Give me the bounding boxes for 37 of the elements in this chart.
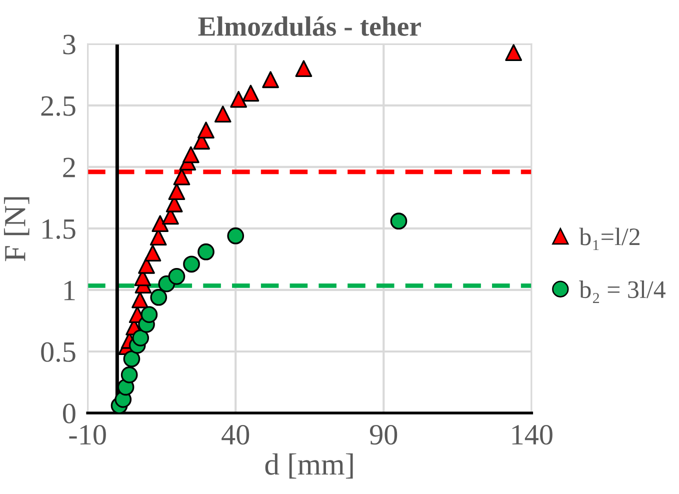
point: [242, 84, 260, 102]
x-tick-label: 90: [370, 424, 398, 445]
y-tick-label: 3: [63, 34, 76, 54]
point: [262, 71, 279, 88]
point: [198, 122, 214, 139]
point: [505, 44, 522, 62]
y-axis-title: F [N]: [4, 197, 30, 262]
point: [227, 227, 244, 244]
point: [144, 244, 162, 262]
point: [390, 212, 408, 230]
y-tick-label: 1.5: [42, 219, 76, 240]
point: [168, 183, 186, 200]
y-tick-label: 1: [64, 280, 75, 300]
x-tick-label: 40: [222, 424, 250, 445]
y-tick-label: 2.5: [41, 96, 76, 116]
point: [183, 256, 200, 273]
point: [152, 215, 169, 232]
x-tick-label: -10: [69, 424, 106, 445]
y-tick-label: 0.5: [41, 342, 76, 362]
y-tick-label: 2: [63, 158, 75, 178]
legend-label: b₂ = 3l/4: [579, 280, 666, 303]
point: [198, 243, 214, 260]
point: [214, 106, 232, 123]
point: [132, 330, 150, 346]
point: [150, 288, 168, 306]
point: [230, 90, 248, 108]
point: [295, 60, 312, 78]
chart-title: Elmozdulás - teher: [198, 16, 421, 36]
point: [123, 350, 140, 368]
point: [120, 366, 138, 384]
x-tick-label: 140: [512, 424, 552, 445]
y-tick-label: 0: [63, 404, 76, 424]
point: [140, 306, 158, 324]
legend-label: b₁=l/2: [579, 228, 640, 250]
x-axis-title: d [mm]: [265, 453, 353, 479]
point: [168, 268, 186, 285]
point: [182, 146, 200, 164]
